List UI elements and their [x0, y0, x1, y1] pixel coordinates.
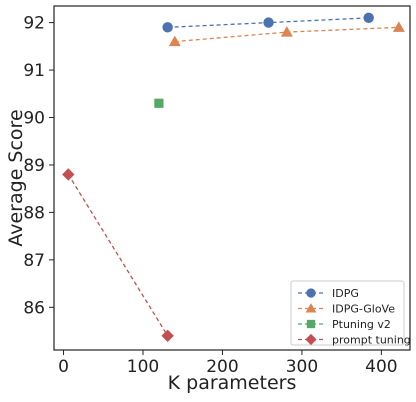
data-point-prompt-tuning: [62, 168, 75, 181]
legend-swatch-marker: [305, 303, 317, 313]
legend-swatch-marker: [306, 319, 316, 329]
data-point-prompt-tuning: [161, 329, 174, 342]
x-axis-label: K parameters: [168, 372, 297, 394]
y-tick-label: 89: [23, 156, 45, 176]
y-tick-label: 87: [23, 251, 45, 271]
legend-label: prompt tuning: [332, 334, 411, 347]
legend-label: IDPG: [332, 287, 359, 300]
y-tick-label: 91: [23, 61, 45, 81]
data-point-idpg-glove: [280, 26, 293, 37]
y-tick-label: 92: [23, 14, 45, 34]
x-tick-label: 400: [365, 357, 397, 377]
legend: IDPG IDPG-GloVe Ptuning v2 prompt tuning: [290, 280, 411, 347]
x-axis-ticks: 0 100 200 300 400: [58, 350, 398, 377]
x-tick-label: 200: [206, 357, 238, 377]
y-axis-ticks: 86 87 88 89 90 91 92: [23, 14, 54, 318]
legend-item-idpg-glove: IDPG-GloVe: [298, 303, 395, 316]
y-tick-label: 90: [23, 109, 45, 129]
legend-frame: [290, 280, 405, 346]
legend-swatch-marker: [305, 333, 317, 346]
y-axis-label: Average Score: [5, 109, 27, 246]
series-idpg-glove: [168, 21, 405, 47]
legend-item-prompt-tuning: prompt tuning: [298, 334, 411, 347]
data-point-ptuning-v2: [154, 98, 164, 108]
data-point-idpg: [162, 22, 173, 33]
x-tick-label: 300: [286, 357, 318, 377]
series-idpg: [162, 12, 374, 33]
legend-item-ptuning-v2: Ptuning v2: [298, 318, 391, 331]
legend-item-idpg: IDPG: [298, 287, 359, 300]
series-ptuning-v2: [154, 98, 164, 108]
legend-label: IDPG-GloVe: [332, 303, 395, 316]
x-tick-label: 0: [58, 357, 69, 377]
data-point-idpg-glove: [392, 21, 405, 32]
data-point-idpg-glove: [168, 35, 181, 47]
x-tick-label: 100: [127, 357, 159, 377]
legend-items: IDPG IDPG-GloVe Ptuning v2 prompt tuning: [298, 287, 411, 347]
y-tick-label: 86: [23, 298, 45, 318]
data-point-idpg: [363, 12, 374, 24]
legend-swatch-marker: [306, 288, 316, 298]
legend-label: Ptuning v2: [332, 318, 391, 331]
y-tick-label: 88: [23, 203, 45, 223]
data-point-idpg: [263, 17, 274, 28]
series-line-prompt-tuning: [67, 174, 169, 337]
data-series-layer: [62, 12, 405, 342]
series-prompt-tuning: [62, 168, 174, 342]
